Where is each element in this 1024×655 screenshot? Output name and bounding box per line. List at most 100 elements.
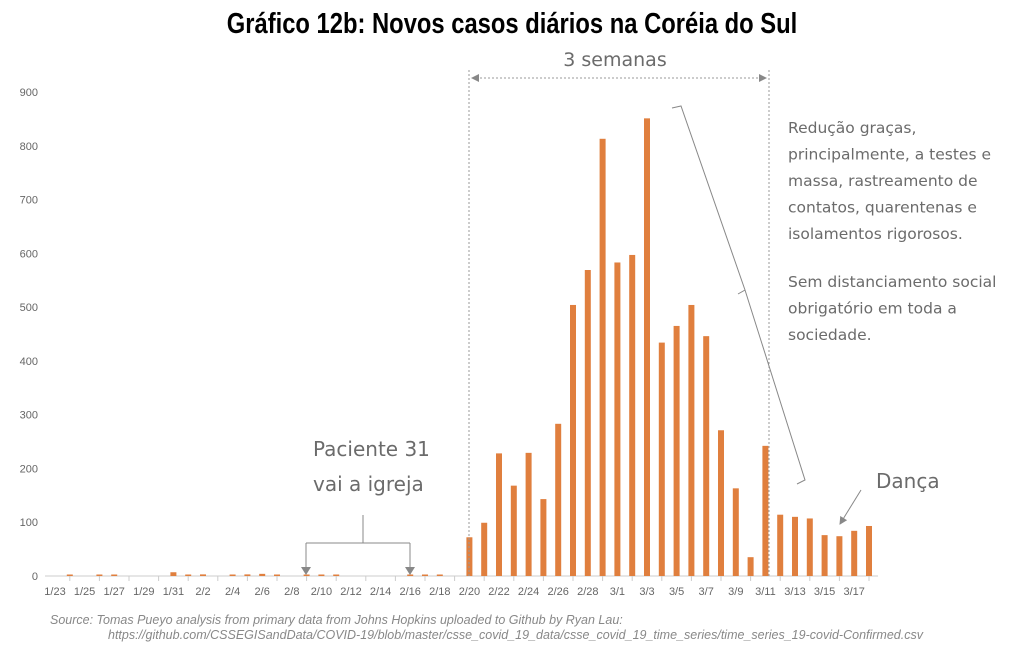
x-tick-label: 2/26 xyxy=(547,586,568,598)
bar-1-24 xyxy=(66,574,73,576)
x-tick-label: 2/4 xyxy=(225,586,240,598)
bar-2-27 xyxy=(570,304,576,576)
bar-3-8 xyxy=(718,430,724,576)
bar-3-14 xyxy=(806,518,813,576)
bar-2-22 xyxy=(496,453,502,576)
bar-2-18 xyxy=(436,574,443,576)
x-tick-label: 2/2 xyxy=(195,586,210,598)
x-tick-label: 3/13 xyxy=(784,586,805,598)
x-tick-label: 2/8 xyxy=(284,586,299,598)
source-line-1: Source: Tomas Pueyo analysis from primar… xyxy=(50,613,623,627)
bar-2-9 xyxy=(303,574,310,576)
no-distancing-line: obrigatório em toda a xyxy=(788,300,957,318)
x-axis: 1/23 1/25 1/27 1/29 1/31 2/2 2/4 2/6 2/8 2/10 2/12… xyxy=(44,576,870,598)
x-tick-label: 2/20 xyxy=(459,586,480,598)
y-axis: 0 100 200 300 400 500 600 700 800 900 xyxy=(20,87,38,583)
source-line-2: https://github.com/CSSEGISandData/COVID-… xyxy=(108,628,924,642)
x-tick-label: 1/23 xyxy=(44,586,65,598)
x-tick-label: 2/22 xyxy=(488,586,509,598)
bar-3-9 xyxy=(732,488,739,576)
bar-3-10 xyxy=(747,557,754,576)
bar-2-2 xyxy=(200,574,206,576)
y-tick-label: 600 xyxy=(20,248,38,260)
y-tick-label: 200 xyxy=(20,463,38,475)
bar-2-21 xyxy=(481,522,488,576)
x-tick-label: 2/10 xyxy=(311,586,332,598)
x-tick-label: 3/1 xyxy=(610,586,625,598)
bar-2-7 xyxy=(274,574,280,576)
reduction-line: isolamentos rigorosos. xyxy=(788,225,963,243)
bar-3-12 xyxy=(777,514,784,576)
bar-2-26 xyxy=(555,423,562,576)
bar-3-3 xyxy=(644,118,650,577)
reduction-line: Redução graças, xyxy=(788,119,916,137)
bar-3-2 xyxy=(629,254,636,577)
bar-2-23 xyxy=(510,485,517,576)
bar-2-16 xyxy=(407,574,414,576)
bar-2-1 xyxy=(185,574,192,576)
bar-2-11 xyxy=(333,574,340,576)
reduction-line: contatos, quarentenas e xyxy=(788,199,977,217)
x-tick-label: 3/5 xyxy=(669,586,684,598)
bar-2-17 xyxy=(422,574,428,576)
y-tick-label: 300 xyxy=(20,410,38,422)
bar-2-24 xyxy=(525,452,532,576)
x-tick-label: 1/31 xyxy=(163,586,184,598)
y-tick-label: 500 xyxy=(20,302,38,314)
reduction-brace xyxy=(671,105,806,485)
bar-2-6 xyxy=(259,573,266,576)
reduction-line: principalmente, a testes e xyxy=(788,146,991,164)
bar-2-10 xyxy=(318,574,325,576)
x-tick-label: 2/18 xyxy=(429,586,450,598)
bar-3-1 xyxy=(614,262,621,576)
x-tick-label: 3/17 xyxy=(843,586,864,598)
bar-3-4 xyxy=(658,342,665,576)
no-distancing-line: sociedade. xyxy=(788,326,872,344)
x-tick-label: 3/11 xyxy=(755,586,776,598)
bar-3-11 xyxy=(762,445,769,576)
arrow-down-icon xyxy=(301,567,415,575)
bar-2-29 xyxy=(599,138,606,576)
bar-3-17 xyxy=(851,530,858,576)
x-tick-label: 3/3 xyxy=(639,586,654,598)
patient-line: vai a igreja xyxy=(313,472,424,496)
bar-3-16 xyxy=(836,536,843,576)
bar-2-4 xyxy=(229,574,236,576)
no-distancing-note: Sem distanciamento social obrigatório em … xyxy=(788,273,997,344)
x-tick-label: 1/27 xyxy=(103,586,124,598)
y-tick-label: 400 xyxy=(20,356,38,368)
bar-1-31 xyxy=(170,572,177,576)
reduction-line: massa, rastreamento de xyxy=(788,172,978,190)
x-tick-label: 2/16 xyxy=(399,586,420,598)
bar-2-20 xyxy=(466,537,473,576)
bars xyxy=(66,118,872,577)
bar-2-5 xyxy=(244,574,251,576)
no-distancing-line: Sem distanciamento social xyxy=(788,273,997,291)
bar-3-7 xyxy=(703,336,710,576)
x-tick-label: 3/9 xyxy=(728,586,743,598)
y-tick-label: 800 xyxy=(20,141,38,153)
x-tick-label: 1/25 xyxy=(74,586,95,598)
x-tick-label: 3/7 xyxy=(699,586,714,598)
y-tick-label: 900 xyxy=(20,87,38,99)
x-tick-label: 2/28 xyxy=(577,586,598,598)
bar-3-13 xyxy=(792,516,798,576)
bar-2-28 xyxy=(584,270,591,576)
x-tick-label: 2/6 xyxy=(255,586,270,598)
span-label: 3 semanas xyxy=(563,49,666,71)
bar-1-27 xyxy=(111,574,118,576)
chart-title: Gráfico 12b: Novos casos diários na Coré… xyxy=(227,7,797,40)
x-tick-label: 1/29 xyxy=(133,586,154,598)
x-tick-label: 2/24 xyxy=(518,586,539,598)
bar-3-18 xyxy=(866,525,872,576)
bar-3-15 xyxy=(821,535,828,576)
patient-bracket xyxy=(305,515,411,572)
reduction-note: Redução graças, principalmente, a testes … xyxy=(788,119,991,243)
patient-31-note: Paciente 31 vai a igreja xyxy=(313,437,430,496)
dance-arrow xyxy=(839,489,862,525)
bar-3-6 xyxy=(688,304,695,576)
y-tick-label: 0 xyxy=(32,571,38,583)
y-tick-label: 700 xyxy=(20,195,38,207)
bar-2-25 xyxy=(540,499,547,576)
